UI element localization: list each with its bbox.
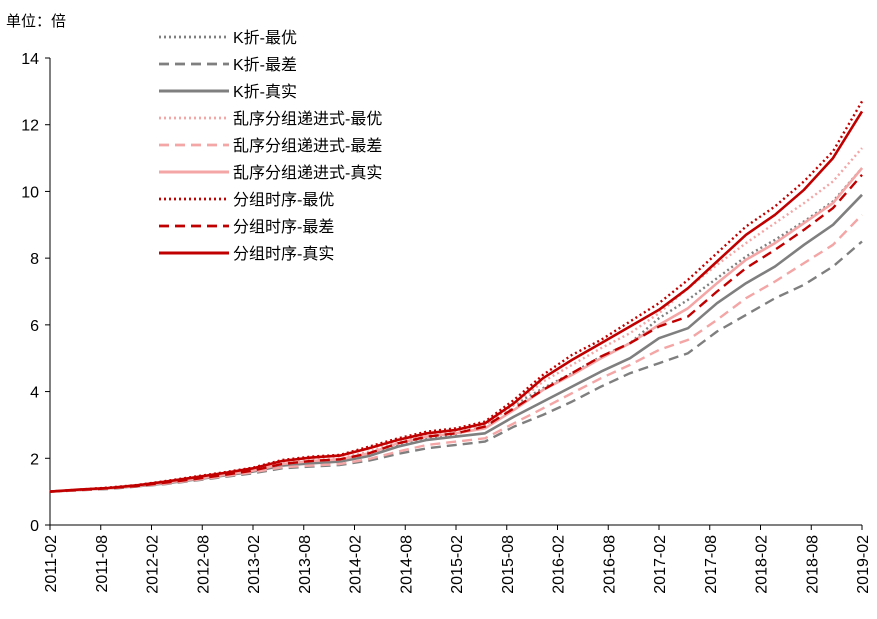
legend-label: K折-真实 — [233, 83, 297, 101]
series-line-4 — [49, 213, 863, 493]
series-line-5 — [49, 167, 864, 493]
legend-label: 乱序分组递进式-真实 — [233, 164, 382, 182]
x-tick-label: 2014-02 — [348, 535, 365, 594]
series-layer — [49, 100, 864, 493]
x-tick-label: 2011-08 — [94, 535, 111, 593]
x-tick-label: 2013-02 — [246, 535, 263, 594]
x-tick-label: 2017-02 — [652, 535, 669, 594]
x-tick-label: 2013-08 — [297, 535, 314, 594]
x-axis: 2011-02 2011-08 2012-02 2012-08 2013-02 2013-… — [43, 524, 872, 594]
legend-label: 乱序分组递进式-最优 — [233, 110, 382, 128]
legend-label: K折-最优 — [233, 29, 297, 47]
legend-label: 分组时序-真实 — [233, 245, 334, 263]
y-tick-label: 6 — [30, 318, 39, 335]
x-tick-label: 2018-02 — [754, 535, 771, 594]
x-tick-label: 2015-08 — [500, 535, 517, 594]
x-tick-label: 2014-08 — [398, 535, 415, 594]
y-tick-label: 10 — [21, 184, 39, 201]
series-line-1 — [49, 240, 863, 493]
x-tick-label: 2016-02 — [551, 535, 568, 594]
y-tick-label: 12 — [21, 118, 39, 135]
x-tick-label: 2019-02 — [855, 535, 872, 594]
legend-label: 乱序分组递进式-最差 — [233, 137, 382, 155]
legend-label: K折-最差 — [233, 56, 297, 74]
series-line-0 — [49, 167, 863, 493]
y-tick-label: 14 — [21, 51, 39, 68]
legend: K折-最优 K折-最差 K折-真实乱序分组递进式-最优乱序分组递进式-最差乱序分组递… — [159, 29, 382, 263]
legend-label: 分组时序-最优 — [233, 191, 334, 209]
x-tick-label: 2012-02 — [145, 535, 162, 594]
series-line-8 — [49, 110, 864, 493]
y-tick-label: 0 — [30, 518, 39, 535]
x-tick-label: 2018-08 — [804, 535, 821, 594]
x-tick-label: 2017-08 — [703, 535, 720, 594]
y-axis: 0 2 4 6 8 10 12 14 — [21, 51, 51, 535]
y-tick-label: 4 — [30, 385, 39, 402]
x-tick-label: 2012-08 — [195, 535, 212, 594]
x-tick-label: 2011-02 — [43, 535, 60, 593]
legend-label: 分组时序-最差 — [233, 218, 334, 236]
series-line-3 — [49, 147, 863, 493]
series-line-7 — [49, 174, 863, 493]
x-tick-label: 2016-08 — [601, 535, 618, 594]
y-tick-label: 2 — [30, 451, 39, 468]
y-tick-label: 8 — [30, 251, 39, 268]
x-tick-label: 2015-02 — [449, 535, 466, 594]
unit-label: 单位：倍 — [6, 12, 67, 30]
